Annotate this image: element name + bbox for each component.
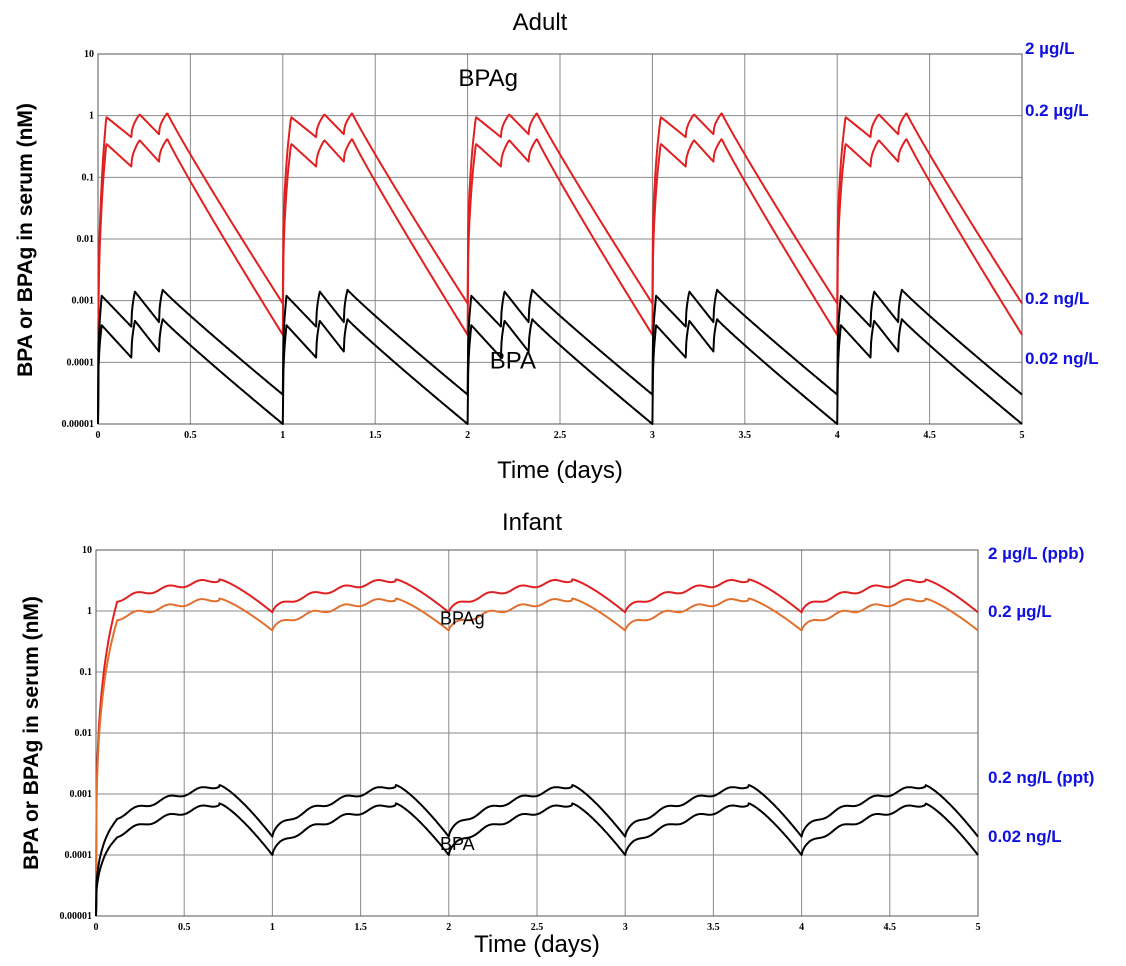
x-tick-label: 2 [465, 430, 470, 441]
y-tick-label: 0.001 [72, 296, 95, 307]
annotation-bpag: BPAg [458, 65, 518, 92]
y-tick-label: 0.01 [75, 728, 93, 739]
right-unit-label: 0.02 ng/L [988, 827, 1062, 846]
x-axis-label: Time (days) [474, 931, 600, 958]
series-line-bpa [95, 802, 979, 917]
x-tick-label: 2 [446, 922, 451, 933]
chart-title: Infant [502, 509, 562, 536]
y-tick-label: 0.0001 [67, 357, 95, 368]
y-tick-label: 10 [84, 49, 94, 60]
x-tick-label: 0.5 [178, 922, 191, 933]
y-tick-label: 0.1 [82, 172, 95, 183]
x-tick-label: 3 [650, 430, 655, 441]
x-tick-label: 0 [96, 430, 101, 441]
x-tick-label: 4.5 [923, 430, 936, 441]
annotation-bpa: BPA [490, 347, 536, 374]
series-line-bpa [97, 318, 1023, 425]
x-tick-label: 3.5 [739, 430, 752, 441]
x-axis-label: Time (days) [497, 457, 623, 484]
series-line-bpag [95, 578, 979, 917]
x-tick-label: 0 [94, 922, 99, 933]
x-tick-label: 1.5 [369, 430, 382, 441]
plot-frame [95, 549, 979, 917]
x-tick-label: 1 [280, 430, 285, 441]
y-tick-label: 0.00001 [60, 911, 93, 922]
x-tick-label: 5 [1020, 430, 1025, 441]
right-unit-label: 2 µg/L (ppb) [988, 544, 1084, 563]
right-unit-label: 0.02 ng/L [1025, 349, 1099, 368]
x-tick-label: 3 [623, 922, 628, 933]
series-line-bpag [97, 138, 1023, 425]
y-tick-label: 0.1 [80, 667, 93, 678]
annotation-bpag: BPAg [440, 609, 485, 629]
y-axis-label: BPA or BPAg in serum (nM) [14, 103, 37, 377]
y-tick-label: 0.001 [70, 789, 93, 800]
x-tick-label: 3.5 [707, 922, 720, 933]
x-tick-label: 1 [270, 922, 275, 933]
x-tick-label: 0.5 [184, 430, 197, 441]
series-line-bpag [95, 597, 979, 917]
x-tick-label: 2.5 [531, 922, 544, 933]
right-unit-label: 2 µg/L [1025, 39, 1074, 58]
y-tick-label: 0.00001 [62, 419, 95, 430]
right-unit-label: 0.2 ng/L [1025, 289, 1089, 308]
y-tick-label: 0.01 [77, 234, 95, 245]
chart-0: 0 0.5 1 1.5 2 2.5 3 3.5 4 4.5 5 0.00001 0.0001 0.001 0… [14, 9, 1099, 484]
right-unit-label: 0.2 µg/L [1025, 101, 1089, 120]
x-tick-label: 4 [799, 922, 804, 933]
x-tick-label: 1.5 [354, 922, 367, 933]
plot-frame [97, 53, 1023, 425]
x-tick-label: 4 [835, 430, 840, 441]
x-tick-label: 4.5 [884, 922, 897, 933]
chart-title: Adult [513, 9, 568, 36]
y-tick-label: 1 [89, 111, 94, 122]
series-line-bpa [95, 784, 979, 917]
series-line-bpa [97, 288, 1023, 425]
x-tick-label: 2.5 [554, 430, 567, 441]
y-axis-label: BPA or BPAg in serum (nM) [20, 596, 43, 870]
chart-1: 0 0.5 1 1.5 2 2.5 3 3.5 4 4.5 5 0.00001 0.0001 0.001 0… [20, 509, 1094, 958]
right-unit-label: 0.2 µg/L [988, 602, 1052, 621]
annotation-bpa: BPA [440, 834, 475, 854]
right-unit-label: 0.2 ng/L (ppt) [988, 768, 1094, 787]
x-tick-label: 5 [976, 922, 981, 933]
y-tick-label: 1 [87, 606, 92, 617]
y-tick-label: 10 [82, 545, 92, 556]
y-tick-label: 0.0001 [65, 850, 93, 861]
series-line-bpag [97, 112, 1023, 425]
